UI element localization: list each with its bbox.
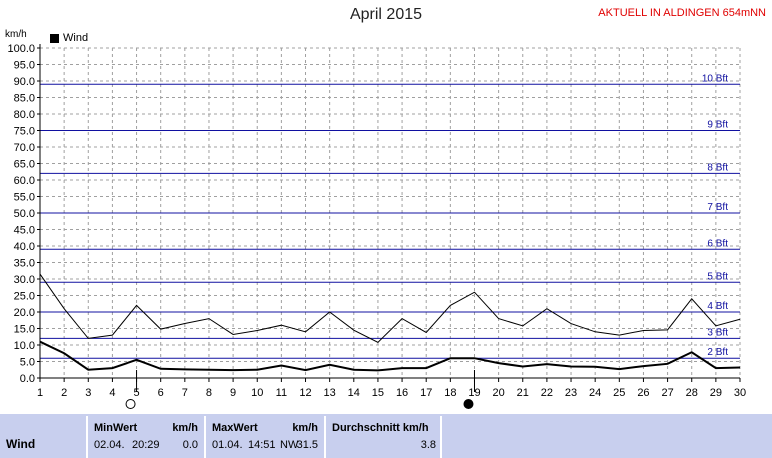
x-tick-label: 1 [37, 387, 43, 399]
y-tick-label: 25.0 [14, 291, 35, 303]
new-moon-icon [463, 399, 474, 409]
y-tick-label: 65.0 [14, 159, 35, 171]
y-tick-label: 5.0 [20, 357, 35, 369]
legend: Wind [50, 32, 88, 44]
x-tick-label: 23 [565, 387, 577, 399]
x-tick-label: 20 [492, 387, 504, 399]
max-cell: MaxWert km/h 01.04. 14:51 NW 31.5 [204, 416, 324, 458]
x-tick-label: 22 [541, 387, 553, 399]
x-tick-label: 14 [348, 387, 360, 399]
x-tick-label: 18 [444, 387, 456, 399]
min-unit: km/h [172, 422, 198, 434]
beaufort-label: 10 Bft [702, 73, 728, 84]
x-tick-label: 17 [420, 387, 432, 399]
stats-row-label: Wind [6, 437, 36, 451]
y-axis-unit: km/h [5, 29, 27, 40]
x-tick-label: 4 [109, 387, 115, 399]
x-tick-label: 9 [230, 387, 236, 399]
x-tick-label: 16 [396, 387, 408, 399]
x-tick-label: 3 [85, 387, 91, 399]
y-tick-label: 50.0 [14, 208, 35, 220]
x-tick-label: 30 [734, 387, 746, 399]
y-tick-label: 40.0 [14, 241, 35, 253]
x-tick-label: 21 [517, 387, 529, 399]
avg-value: 3.8 [420, 439, 436, 451]
x-tick-label: 29 [710, 387, 722, 399]
max-time: 14:51 [248, 439, 276, 451]
y-tick-label: 80.0 [14, 109, 35, 121]
y-tick-label: 20.0 [14, 307, 35, 319]
y-tick-label: 95.0 [14, 60, 35, 72]
y-tick-label: 10.0 [14, 340, 35, 352]
min-value: 0.0 [182, 439, 198, 451]
beaufort-label: 3 Bft [707, 327, 728, 338]
legend-swatch [50, 33, 59, 43]
beaufort-label: 6 Bft [707, 238, 728, 249]
max-unit: km/h [292, 422, 318, 434]
beaufort-label: 5 Bft [707, 271, 728, 282]
x-tick-label: 19 [468, 387, 480, 399]
series-line-wind [39, 340, 741, 372]
beaufort-label: 4 Bft [707, 301, 728, 312]
x-tick-label: 13 [324, 387, 336, 399]
max-direction: NW [280, 439, 299, 451]
x-tick-label: 7 [182, 387, 188, 399]
beaufort-label: 8 Bft [707, 162, 728, 173]
y-tick-label: 100.0 [7, 43, 35, 55]
y-tick-label: 70.0 [14, 142, 35, 154]
y-tick-label: 55.0 [14, 192, 35, 204]
avg-cell: Durchschnitt km/h 3.8 [324, 416, 440, 458]
x-tick-label: 28 [686, 387, 698, 399]
x-tick-label: 11 [276, 387, 287, 399]
x-tick-label: 15 [372, 387, 384, 399]
x-tick-label: 25 [613, 387, 625, 399]
avg-header: Durchschnitt km/h [332, 422, 429, 434]
max-date: 01.04. [212, 439, 243, 451]
y-tick-label: 15.0 [14, 324, 35, 336]
beaufort-label: 2 Bft [707, 347, 728, 358]
x-tick-label: 24 [589, 387, 601, 399]
x-tick-label: 5 [133, 387, 139, 399]
x-tick-label: 26 [637, 387, 649, 399]
y-tick-label: 0.0 [20, 373, 35, 385]
min-header: MinWert [94, 422, 138, 434]
station-label: AKTUELL IN ALDINGEN 654mNN [598, 7, 766, 19]
x-tick-label: 8 [206, 387, 212, 399]
max-header: MaxWert [212, 422, 258, 434]
min-date: 02.04. [94, 439, 125, 451]
series-line-wind-max [39, 273, 741, 343]
beaufort-label: 9 Bft [707, 120, 728, 131]
full-moon-icon [125, 399, 136, 409]
x-tick-label: 12 [299, 387, 311, 399]
chart-title: April 2015 [349, 6, 423, 23]
min-cell: MinWert km/h 02.04. 20:29 0.0 [86, 416, 204, 458]
wind-chart: 2 Bft 3 Bft 4 Bft 5 Bft 6 Bft 7 Bft 8 Bft 9 Bft… [7, 43, 746, 409]
empty-cell [440, 416, 772, 458]
y-tick-label: 85.0 [14, 93, 35, 105]
y-tick-label: 30.0 [14, 274, 35, 286]
x-tick-label: 10 [251, 387, 263, 399]
y-tick-label: 90.0 [14, 76, 35, 88]
x-tick-label: 6 [158, 387, 164, 399]
min-time: 20:29 [132, 439, 160, 451]
legend-label: Wind [63, 32, 89, 44]
beaufort-label: 7 Bft [707, 202, 728, 213]
max-value: 31.5 [296, 439, 318, 451]
y-tick-label: 35.0 [14, 258, 35, 270]
y-tick-label: 45.0 [14, 225, 35, 237]
y-tick-label: 60.0 [14, 175, 35, 187]
x-tick-label: 27 [661, 387, 673, 399]
x-tick-label: 2 [61, 387, 67, 399]
y-tick-label: 75.0 [14, 126, 35, 138]
